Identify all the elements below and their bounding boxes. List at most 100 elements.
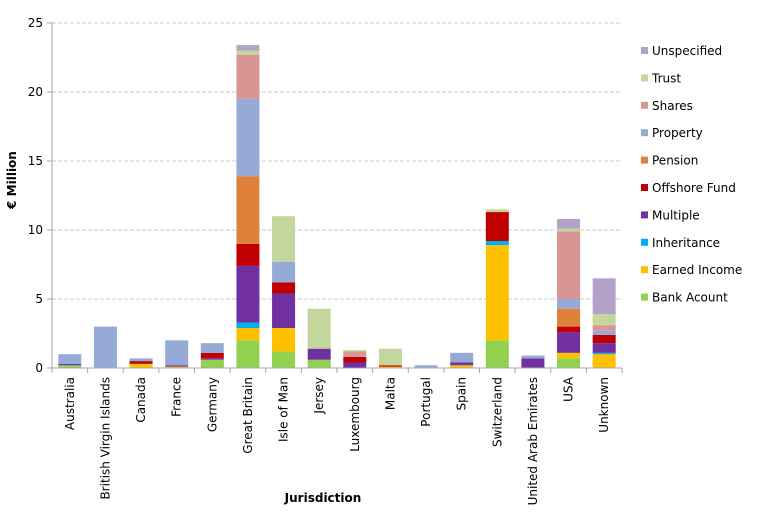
legend-label: Offshore Fund (652, 181, 736, 195)
bar-segment-bank-acount (58, 365, 82, 368)
bar-segment-shares (236, 54, 260, 99)
legend-swatch (641, 129, 648, 137)
legend-label: Shares (652, 99, 693, 113)
legend-swatch (641, 184, 648, 191)
bar-segment-bank-acount (236, 340, 260, 368)
legend-swatch (641, 293, 648, 301)
x-tick-labels: Australia British Virgin Islands Canada Fra… (63, 376, 611, 505)
bar-segment-property (58, 354, 82, 364)
legend-label: Unspecified (652, 44, 722, 58)
legend-label: Bank Acount (652, 291, 728, 305)
x-tick-label: British Virgin Islands (98, 377, 112, 500)
bar-segment-multiple (343, 362, 367, 368)
bar-segment-bank-acount (485, 340, 509, 368)
legend-label: Pension (652, 154, 698, 168)
bar-segment-pension (557, 308, 581, 327)
x-tick-label: Spain (455, 377, 469, 411)
bar-segment-property (93, 326, 117, 368)
bar-segment-earned-income (378, 366, 402, 368)
bar-segment-offshore-fund (557, 326, 581, 333)
y-tick-label: 15 (28, 154, 43, 168)
bar-segment-shares (557, 231, 581, 299)
bar-segment-multiple (592, 343, 616, 353)
x-tick-label: United Arab Emirates (526, 377, 540, 505)
bar-segment-offshore-fund (129, 361, 153, 364)
x-tick-label: Switzerland (490, 377, 504, 447)
x-tick-label: Unknown (597, 377, 611, 433)
bars (58, 45, 616, 368)
bar-segment-earned-income (165, 366, 189, 368)
bar-segment-multiple (236, 265, 260, 323)
x-tick-label: Jersey (312, 377, 326, 415)
bar-segment-bank-acount (200, 359, 224, 368)
bar-segment-offshore-fund (272, 282, 296, 294)
legend-label: Earned Income (652, 263, 742, 277)
legend-swatch (641, 74, 648, 82)
x-tick-label: Germany (205, 377, 219, 432)
legend-swatch (641, 211, 648, 219)
bar-segment-offshore-fund (200, 352, 224, 359)
bar-segment-property (450, 352, 474, 363)
bar-segment-multiple (450, 362, 474, 366)
bar-segment-inheritance (592, 352, 616, 355)
x-tick-label: Australia (63, 377, 77, 430)
bar-segment-bank-acount (307, 359, 331, 368)
bar-segment-inheritance (485, 241, 509, 246)
legend: Unspecified Trust Shares Property Pension Off… (641, 44, 742, 305)
bar-segment-shares (343, 351, 367, 357)
legend-swatch (641, 266, 648, 274)
legend-label: Trust (651, 71, 681, 85)
bar-segment-multiple (521, 358, 545, 368)
legend-label: Inheritance (652, 236, 720, 250)
bar-segment-unspecified (557, 218, 581, 229)
bar-segment-property (414, 365, 438, 368)
legend-swatch (641, 156, 648, 164)
bar-segment-multiple (557, 332, 581, 353)
bar-segment-pension (236, 176, 260, 244)
bar-segment-property (521, 355, 545, 359)
bar-segment-earned-income (236, 327, 260, 341)
bar-segment-offshore-fund (592, 334, 616, 344)
bar-segment-property (165, 340, 189, 366)
x-tick-label: Malta (383, 377, 397, 410)
y-tick-labels: 0 5 10 15 20 25 (28, 16, 43, 375)
bar-segment-offshore-fund (378, 365, 402, 367)
bar-segment-offshore-fund (236, 243, 260, 266)
y-tick-label: 0 (35, 361, 43, 375)
y-tick-label: 25 (28, 16, 43, 30)
x-axis-title: Jurisdiction (284, 491, 362, 505)
x-tick-label: Great Britain (241, 377, 255, 454)
x-tick-label: USA (562, 376, 576, 402)
bar-segment-trust (343, 350, 367, 352)
x-tick-label: Luxembourg (348, 377, 362, 452)
bar-segment-property (200, 343, 224, 353)
x-tick-label: Portugal (419, 377, 433, 427)
bar-segment-trust (378, 348, 402, 366)
bar-segment-bank-acount (272, 351, 296, 368)
axes (47, 22, 623, 373)
bar-segment-trust (557, 228, 581, 232)
bar-segment-trust (592, 314, 616, 326)
bar-segment-trust (236, 50, 260, 55)
bar-segment-trust (307, 308, 331, 349)
bar-segment-unspecified (592, 278, 616, 315)
y-tick-label: 10 (28, 223, 43, 237)
bar-segment-trust (485, 209, 509, 213)
x-tick-label: Canada (134, 377, 148, 423)
bar-segment-shares (592, 325, 616, 331)
bar-segment-inheritance (236, 322, 260, 328)
y-tick-label: 20 (28, 85, 43, 99)
bar-segment-unspecified (236, 45, 260, 51)
y-axis-title: € Million (5, 151, 19, 210)
legend-swatch (641, 101, 648, 109)
legend-swatch (641, 47, 648, 54)
bar-segment-bank-acount (557, 358, 581, 368)
bar-segment-property (236, 98, 260, 177)
bar-segment-property (272, 261, 296, 283)
bar-segment-property (129, 358, 153, 362)
bar-segment-multiple (307, 348, 331, 360)
gridlines (52, 22, 622, 300)
bar-segment-offshore-fund (485, 212, 509, 242)
bar-segment-trust (272, 216, 296, 262)
